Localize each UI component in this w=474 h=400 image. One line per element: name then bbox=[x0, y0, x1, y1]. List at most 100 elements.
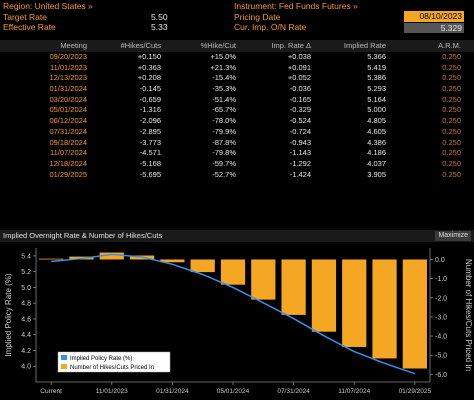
imp-rate-delta-value: -1.143 bbox=[289, 148, 311, 158]
arm-value: 0.250 bbox=[442, 126, 461, 136]
imp-rate-delta-value: -0.036 bbox=[289, 84, 311, 94]
x-tick-label: 11/07/2024 bbox=[338, 388, 370, 395]
hikes-cuts-value: -5.695 bbox=[139, 169, 161, 179]
implied-rate-value: 4.805 bbox=[367, 116, 386, 126]
meeting-date: 03/20/2024 bbox=[49, 94, 87, 104]
table-row[interactable]: 05/01/2024 -1.316 -65.7% -0.329 5.000 0.250 bbox=[0, 105, 474, 116]
arm-value: 0.250 bbox=[442, 158, 461, 168]
arm-value: 0.250 bbox=[442, 137, 461, 147]
col-header-meeting[interactable]: Meeting bbox=[60, 41, 87, 50]
target-rate-value: 5.50 bbox=[151, 12, 168, 22]
imp-rate-delta-value: +0.038 bbox=[287, 52, 311, 61]
meeting-date: 09/18/2024 bbox=[49, 137, 87, 147]
pricing-date-label: Pricing Date bbox=[234, 12, 281, 22]
chart-bar bbox=[311, 259, 337, 332]
table-row[interactable]: 11/01/2023 +0.363 +21.3% +0.091 5.419 0.250 bbox=[0, 63, 474, 74]
implied-rate-value: 4.386 bbox=[367, 137, 386, 147]
pct-hike-cut-value: -79.8% bbox=[212, 148, 236, 158]
table-header: Meeting #Hikes/Cuts %Hike/Cut Imp. Rate … bbox=[0, 40, 474, 52]
table-row[interactable]: 07/31/2024 -2.895 -79.9% -0.724 4.605 0.250 bbox=[0, 127, 474, 138]
chart-bar bbox=[160, 259, 185, 263]
implied-rate-value: 4.037 bbox=[367, 158, 386, 168]
implied-rate-line bbox=[51, 253, 416, 375]
meeting-date: 07/31/2024 bbox=[49, 126, 87, 136]
instrument-selector[interactable]: Instrument: Fed Funds Futures » bbox=[234, 1, 358, 11]
pct-hike-cut-value: -52.7% bbox=[212, 169, 236, 179]
table-row[interactable]: 03/20/2024 -0.659 -51.4% -0.165 5.164 0.250 bbox=[0, 95, 474, 106]
chart-bar bbox=[402, 259, 427, 369]
hikes-cuts-value: -0.145 bbox=[139, 84, 161, 94]
table-row[interactable]: 09/20/2023 +0.150 +15.0% +0.038 5.366 0.250 bbox=[0, 52, 474, 63]
pct-hike-cut-value: -51.4% bbox=[212, 94, 236, 104]
right-tick-label: -3.0 bbox=[435, 314, 447, 321]
imp-rate-delta-value: -0.724 bbox=[289, 126, 311, 136]
x-tick-label: 01/31/2024 bbox=[156, 388, 189, 395]
col-header-arm[interactable]: A.R.M. bbox=[438, 41, 461, 50]
imp-rate-delta-value: +0.091 bbox=[287, 62, 311, 72]
pct-hike-cut-value: -15.4% bbox=[212, 73, 236, 83]
implied-rate-value: 5.386 bbox=[367, 73, 386, 83]
cur-imp-rate-value: 5.329 bbox=[404, 23, 464, 33]
x-tick-label: 05/01/2024 bbox=[217, 388, 250, 395]
left-tick-label: 4.6 bbox=[21, 316, 31, 323]
imp-rate-delta-value: -0.329 bbox=[289, 105, 311, 115]
right-tick-label: -5.0 bbox=[435, 353, 447, 360]
meeting-date: 01/29/2025 bbox=[49, 169, 87, 179]
effective-rate-value: 5.33 bbox=[151, 22, 168, 32]
chart-panel-title: Implied Overnight Rate & Number of Hikes… bbox=[3, 231, 163, 240]
hikes-cuts-value: -3.773 bbox=[139, 137, 161, 147]
chart-bar bbox=[251, 259, 276, 300]
implied-rate-value: 4.605 bbox=[367, 126, 386, 136]
col-header-hikes-cuts[interactable]: #Hikes/Cuts bbox=[120, 41, 161, 50]
left-tick-label: 5.4 bbox=[21, 253, 31, 260]
col-header-imp-rate-delta[interactable]: Imp. Rate Δ bbox=[271, 41, 311, 50]
left-axis-title: Implied Policy Rate (%) bbox=[4, 273, 13, 356]
chart-bar bbox=[190, 259, 215, 273]
implied-rate-value: 5.366 bbox=[367, 52, 386, 61]
arm-value: 0.250 bbox=[442, 148, 461, 158]
chart-bar bbox=[342, 259, 367, 347]
legend-label-hikes: Number of Hikes/Cuts Priced In bbox=[70, 365, 154, 371]
chart-bar bbox=[39, 258, 64, 260]
hikes-cuts-value: +0.150 bbox=[137, 52, 161, 61]
meetings-table: Meeting #Hikes/Cuts %Hike/Cut Imp. Rate … bbox=[0, 40, 474, 180]
imp-rate-delta-value: -1.292 bbox=[289, 158, 311, 168]
maximize-button[interactable]: Maximize bbox=[435, 231, 471, 241]
legend-label-rate: Implied Policy Rate (%) bbox=[70, 356, 132, 362]
meeting-date: 05/01/2024 bbox=[49, 105, 87, 115]
meeting-date: 11/01/2023 bbox=[50, 62, 87, 72]
table-row[interactable]: 12/18/2024 -5.168 -59.7% -1.292 4.037 0.250 bbox=[0, 159, 474, 170]
right-axis-title: Number of Hikes/Cuts Priced In bbox=[464, 259, 473, 371]
rate-chart: 5.4 5.2 5.0 4.8 4.6 4.4 4.2 4.0 0.0 -1.0 -2.0 -3.0 -… bbox=[4, 248, 473, 395]
chart-bar bbox=[372, 259, 397, 359]
region-selector[interactable]: Region: United States » bbox=[3, 1, 93, 11]
implied-rate-value: 5.293 bbox=[367, 84, 386, 94]
pct-hike-cut-value: -79.9% bbox=[212, 126, 236, 136]
implied-rate-value: 5.000 bbox=[367, 105, 386, 115]
col-header-pct-hike-cut[interactable]: %Hike/Cut bbox=[200, 41, 236, 50]
imp-rate-delta-value: -0.524 bbox=[289, 116, 311, 126]
hikes-cuts-value: -1.316 bbox=[139, 105, 161, 115]
right-tick-label: -2.0 bbox=[435, 295, 447, 302]
table-row[interactable]: 01/29/2025 -5.695 -52.7% -1.424 3.905 0.250 bbox=[0, 170, 474, 181]
x-tick-label: 11/01/2023 bbox=[96, 388, 128, 395]
imp-rate-delta-value: -0.165 bbox=[289, 94, 311, 104]
table-body: 09/20/2023 +0.150 +15.0% +0.038 5.366 0.250 11… bbox=[0, 52, 474, 180]
left-tick-label: 4.4 bbox=[21, 332, 31, 339]
meeting-date: 01/31/2024 bbox=[49, 84, 87, 94]
pricing-date-input[interactable] bbox=[404, 11, 464, 22]
meeting-date: 12/18/2024 bbox=[49, 158, 87, 168]
x-tick-label: Current bbox=[40, 388, 62, 395]
chart-panel-header: Implied Overnight Rate & Number of Hikes… bbox=[0, 230, 474, 242]
table-row[interactable]: 01/31/2024 -0.145 -35.3% -0.036 5.293 0.250 bbox=[0, 84, 474, 95]
imp-rate-delta-value: -0.943 bbox=[289, 137, 311, 147]
table-row[interactable]: 11/07/2024 -4.571 -79.8% -1.143 4.186 0.250 bbox=[0, 148, 474, 159]
table-row[interactable]: 09/18/2024 -3.773 -87.8% -0.943 4.386 0.250 bbox=[0, 138, 474, 149]
left-tick-label: 5.2 bbox=[21, 269, 31, 276]
table-row[interactable]: 06/12/2024 -2.096 -78.0% -0.524 4.805 0.250 bbox=[0, 116, 474, 127]
table-row[interactable]: 12/13/2023 +0.208 -15.4% +0.052 5.386 0.250 bbox=[0, 73, 474, 84]
imp-rate-delta-value: -1.424 bbox=[289, 169, 311, 179]
implied-rate-value: 4.186 bbox=[367, 148, 386, 158]
col-header-implied-rate[interactable]: Implied Rate bbox=[343, 41, 386, 50]
arm-value: 0.250 bbox=[442, 62, 461, 72]
